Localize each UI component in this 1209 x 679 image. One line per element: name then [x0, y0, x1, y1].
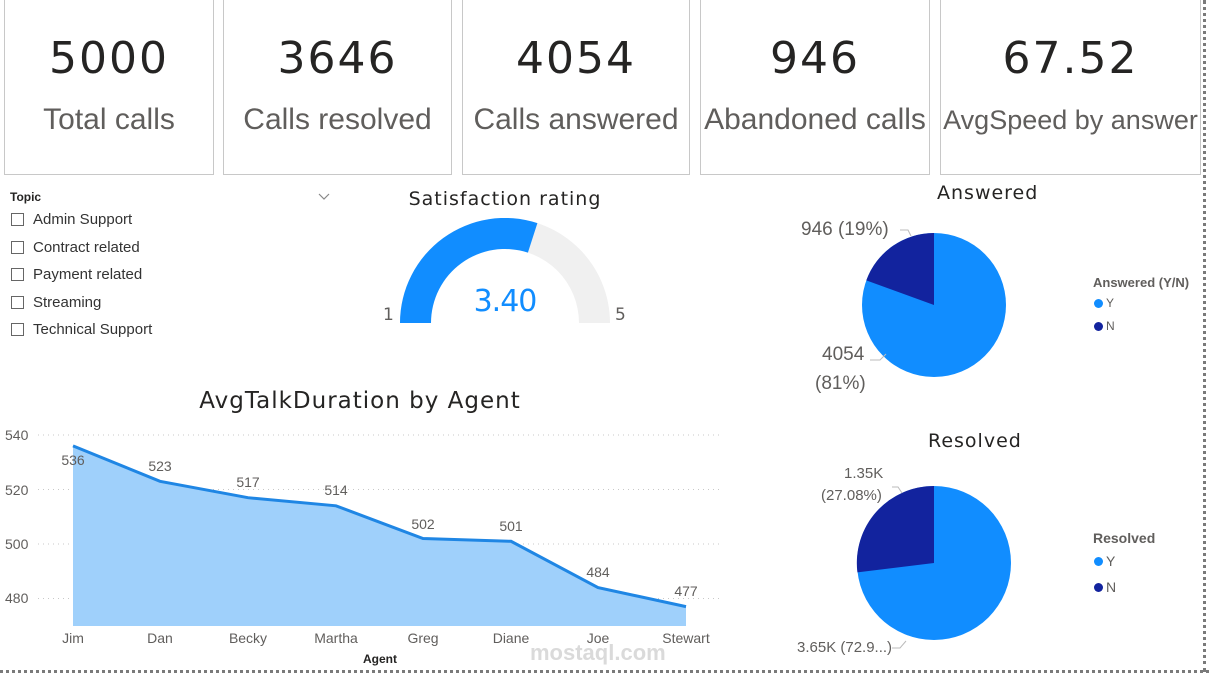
slicer-item-label: Admin Support — [33, 211, 133, 229]
data-label: 484 — [586, 564, 610, 580]
resolved-legend-y[interactable]: Y — [1094, 553, 1115, 569]
resolved-n-pct: (27.08%) — [821, 487, 882, 504]
topic-slicer: Topic Admin Support Contract related Pay… — [10, 190, 330, 344]
page-border-bottom — [0, 670, 1209, 673]
y-tick: 500 — [5, 536, 29, 552]
slicer-item-label: Streaming — [33, 293, 102, 311]
slicer-item-label: Payment related — [33, 266, 143, 284]
answered-pie-title: Answered — [937, 182, 1039, 204]
kpi-label: Abandoned calls — [704, 103, 926, 136]
answered-y-label: 4054 — [822, 344, 865, 365]
slicer-item-label: Technical Support — [33, 321, 153, 339]
answered-n-label: 946 (19%) — [801, 219, 889, 240]
kpi-card-abandoned-calls[interactable]: 946 Abandoned calls — [700, 0, 930, 175]
data-label: 536 — [61, 452, 85, 468]
slicer-item-technical-support[interactable]: Technical Support — [10, 316, 330, 344]
kpi-value: 946 — [770, 33, 860, 84]
checkbox[interactable] — [11, 268, 24, 282]
data-label: 477 — [674, 583, 698, 599]
data-label: 517 — [236, 474, 260, 490]
x-tick: Diane — [492, 630, 530, 646]
legend-dot-icon — [1094, 556, 1103, 566]
kpi-label: AvgSpeed by answer — [943, 105, 1198, 135]
x-tick: Dan — [147, 630, 173, 646]
gauge-title: Satisfaction rating — [408, 188, 602, 210]
slicer-item-contract-related[interactable]: Contract related — [10, 234, 330, 262]
slicer-item-admin-support[interactable]: Admin Support — [10, 206, 330, 234]
gauge-value: 3.40 — [473, 284, 538, 319]
resolved-n-label: 1.35K — [844, 465, 884, 482]
x-tick: Becky — [228, 630, 268, 646]
checkbox[interactable] — [11, 240, 24, 254]
legend-dot-icon — [1094, 582, 1103, 592]
satisfaction-gauge[interactable] — [395, 215, 615, 327]
slicer-title: Topic — [10, 190, 42, 204]
kpi-label: Total calls — [43, 103, 175, 136]
answered-legend-y[interactable]: Y — [1094, 296, 1114, 310]
legend-dot-icon — [1094, 298, 1103, 308]
gauge-max: 5 — [615, 305, 626, 325]
kpi-card-total-calls[interactable]: 5000 Total calls — [4, 0, 214, 175]
slicer-item-payment-related[interactable]: Payment related — [10, 261, 330, 289]
resolved-legend-n[interactable]: N — [1094, 579, 1116, 595]
kpi-value: 67.52 — [1002, 33, 1139, 84]
chevron-down-icon[interactable] — [318, 190, 330, 204]
slicer-item-streaming[interactable]: Streaming — [10, 289, 330, 317]
kpi-card-avg-speed[interactable]: 67.52 AvgSpeed by answer — [940, 0, 1201, 175]
page-border-right — [1203, 0, 1206, 672]
answered-legend-title: Answered (Y/N) — [1093, 275, 1190, 290]
legend-dot-icon — [1094, 321, 1103, 331]
x-tick: Joe — [586, 630, 610, 646]
checkbox[interactable] — [11, 295, 24, 309]
x-tick: Stewart — [662, 630, 710, 646]
y-tick: 520 — [5, 482, 29, 498]
kpi-value: 3646 — [277, 33, 398, 84]
checkbox[interactable] — [11, 323, 24, 337]
resolved-legend-title: Resolved — [1093, 530, 1156, 546]
y-tick: 540 — [5, 427, 29, 443]
resolved-pie-chart[interactable] — [780, 475, 1020, 655]
line-chart-title: AvgTalkDuration by Agent — [199, 388, 521, 414]
answered-pie-chart[interactable] — [780, 220, 1020, 390]
y-tick: 480 — [5, 590, 29, 606]
data-label: 501 — [499, 518, 523, 534]
watermark: mostaql.com — [530, 640, 666, 665]
kpi-card-calls-answered[interactable]: 4054 Calls answered — [462, 0, 690, 175]
x-tick: Martha — [314, 630, 358, 646]
kpi-label: Calls answered — [473, 103, 679, 136]
gauge-min: 1 — [383, 305, 394, 325]
answered-legend-n[interactable]: N — [1094, 319, 1115, 333]
checkbox[interactable] — [11, 213, 24, 227]
avg-talk-duration-area-chart[interactable] — [0, 420, 730, 630]
kpi-value: 5000 — [49, 33, 169, 84]
kpi-label: Calls resolved — [243, 103, 432, 136]
kpi-value: 4054 — [516, 33, 636, 84]
data-label: 523 — [148, 458, 172, 474]
resolved-pie-title: Resolved — [928, 430, 1022, 452]
data-label: 514 — [324, 482, 348, 498]
x-tick: Jim — [62, 630, 84, 646]
x-tick: Greg — [407, 630, 439, 646]
resolved-y-label: 3.65K (72.9...) — [797, 639, 893, 656]
slicer-item-label: Contract related — [33, 238, 140, 256]
answered-y-pct: (81%) — [815, 373, 866, 394]
x-axis-title: Agent — [363, 652, 397, 666]
kpi-card-calls-resolved[interactable]: 3646 Calls resolved — [223, 0, 452, 175]
data-label: 502 — [411, 516, 435, 532]
